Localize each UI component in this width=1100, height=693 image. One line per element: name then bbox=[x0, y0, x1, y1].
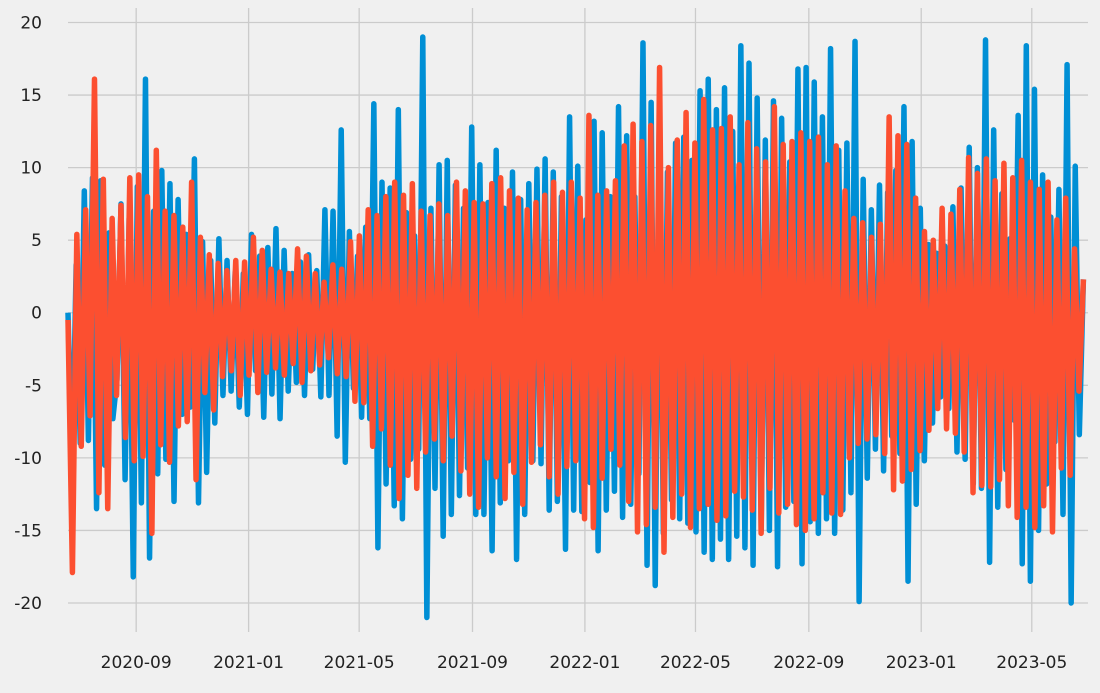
series-layer bbox=[65, 34, 1087, 621]
x-tick-label: 2021-05 bbox=[324, 653, 395, 673]
series-line-2 bbox=[65, 64, 1087, 576]
y-tick-label: 5 bbox=[31, 231, 42, 251]
x-axis: 2020-09 2021-01 2021-05 2021-09 2022-01 2022-… bbox=[101, 653, 1068, 673]
y-axis: 20 15 10 5 0 -5 -10 -15 -20 bbox=[14, 14, 42, 614]
y-tick-label: 10 bbox=[20, 159, 42, 179]
y-tick-label: 0 bbox=[31, 304, 42, 324]
y-tick-label: 15 bbox=[20, 86, 42, 106]
x-tick-label: 2021-01 bbox=[213, 653, 284, 673]
x-tick-label: 2022-01 bbox=[549, 653, 620, 673]
x-tick-label: 2022-05 bbox=[660, 653, 731, 673]
y-tick-label: -5 bbox=[25, 376, 42, 396]
y-tick-label: -10 bbox=[14, 449, 42, 469]
x-tick-label: 2023-05 bbox=[996, 653, 1067, 673]
x-tick-label: 2021-09 bbox=[437, 653, 508, 673]
x-tick-label: 2022-09 bbox=[773, 653, 844, 673]
y-tick-label: 20 bbox=[20, 14, 42, 34]
y-tick-label: -20 bbox=[14, 594, 42, 614]
x-tick-label: 2023-01 bbox=[886, 653, 957, 673]
x-tick-label: 2020-09 bbox=[101, 653, 172, 673]
y-tick-label: -15 bbox=[14, 521, 42, 541]
